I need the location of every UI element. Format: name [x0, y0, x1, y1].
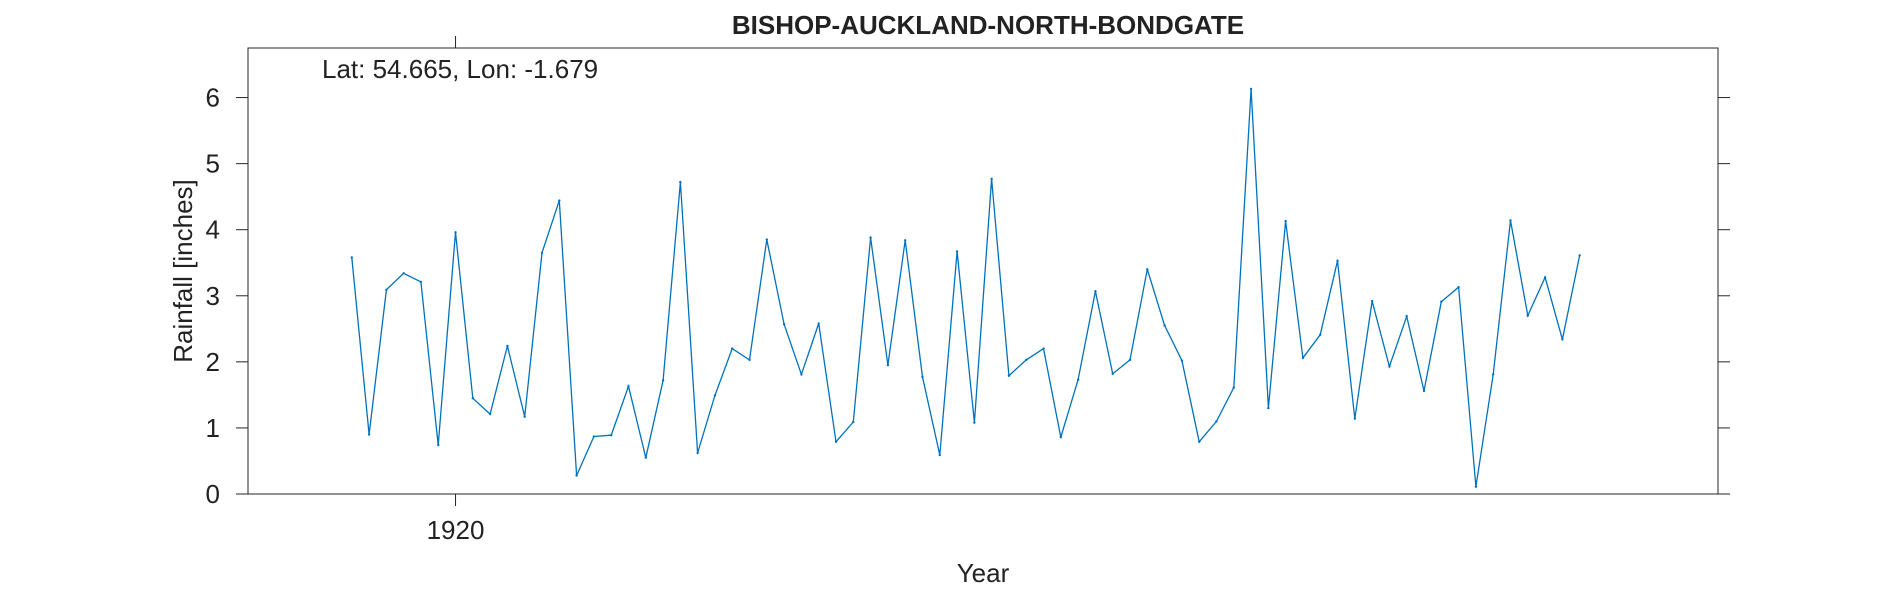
data-point	[1042, 347, 1045, 350]
data-point	[1578, 254, 1581, 257]
y-tick-label: 2	[206, 347, 220, 377]
data-point	[437, 443, 440, 447]
data-point	[609, 433, 613, 437]
x-tick-label: 1920	[427, 515, 485, 545]
data-point	[506, 344, 509, 348]
rainfall-series-line	[351, 88, 1581, 487]
data-points	[350, 87, 1581, 488]
x-axis-label: Year	[957, 558, 1010, 588]
data-point	[731, 347, 734, 350]
data-point	[921, 375, 924, 379]
data-point	[1146, 268, 1149, 271]
data-point	[852, 420, 855, 424]
data-point	[886, 363, 890, 367]
chart-title: BISHOP-AUCKLAND-NORTH-BONDGATE	[732, 10, 1244, 40]
data-point	[748, 358, 751, 362]
data-point	[540, 251, 544, 255]
data-point	[558, 199, 561, 202]
data-point	[402, 272, 405, 275]
data-point	[782, 322, 786, 326]
data-point	[350, 256, 353, 259]
data-point	[903, 239, 907, 242]
data-point	[385, 288, 388, 292]
data-point	[955, 250, 959, 253]
data-point	[1197, 440, 1201, 444]
data-point	[1457, 285, 1460, 289]
axes-ticks	[236, 36, 1730, 506]
data-point	[765, 238, 769, 241]
data-point	[1353, 417, 1357, 420]
data-point	[1094, 289, 1097, 293]
data-point	[1422, 389, 1426, 393]
y-tick-label: 6	[206, 83, 220, 113]
data-point	[1076, 378, 1080, 381]
data-point	[1163, 324, 1166, 327]
data-point	[1284, 219, 1287, 223]
data-point	[1180, 359, 1184, 362]
y-tick-label: 3	[206, 281, 220, 311]
tick-labels: 0 1 2 3 4 5 6 1920	[206, 83, 485, 545]
y-axis-label: Rainfall [inches]	[168, 179, 198, 363]
y-tick-label: 5	[206, 149, 220, 179]
data-point	[696, 451, 699, 455]
data-point	[644, 456, 647, 459]
data-point	[454, 231, 457, 234]
data-point	[592, 435, 596, 438]
data-point	[817, 322, 820, 325]
data-point	[367, 433, 371, 436]
data-point	[1526, 314, 1529, 317]
data-point	[627, 385, 630, 388]
data-point	[1249, 87, 1253, 91]
y-tick-label: 1	[206, 413, 220, 443]
data-point	[1405, 315, 1408, 318]
data-point	[713, 394, 717, 397]
data-point	[1543, 276, 1547, 279]
data-point	[1007, 374, 1011, 377]
data-point	[523, 415, 526, 418]
data-point	[488, 412, 492, 416]
data-point	[1440, 300, 1443, 303]
data-point	[575, 474, 578, 477]
data-point	[1111, 372, 1114, 375]
data-point	[1059, 435, 1063, 439]
data-point	[1128, 358, 1132, 362]
data-point	[1370, 299, 1374, 303]
data-point	[1025, 358, 1028, 362]
data-point	[1388, 365, 1391, 368]
data-point	[1336, 259, 1339, 262]
data-point	[1474, 485, 1478, 488]
y-tick-label: 0	[206, 479, 220, 509]
data-point	[1509, 219, 1512, 222]
data-point	[869, 236, 872, 239]
data-point	[1319, 333, 1322, 336]
data-point	[471, 396, 475, 400]
data-point	[1232, 386, 1235, 389]
data-point	[1301, 356, 1305, 360]
data-point	[1491, 373, 1495, 376]
data-point	[419, 280, 423, 284]
location-annotation: Lat: 54.665, Lon: -1.679	[322, 54, 598, 84]
data-point	[1267, 406, 1270, 410]
data-point	[800, 373, 803, 376]
data-point	[1561, 338, 1564, 341]
data-point	[661, 379, 665, 382]
data-point	[834, 440, 838, 444]
data-point	[938, 453, 941, 457]
data-point	[973, 421, 976, 424]
data-point	[990, 177, 993, 181]
y-tick-label: 4	[206, 215, 220, 245]
data-point	[1215, 420, 1218, 423]
plot-area	[247, 47, 1719, 495]
data-point	[679, 180, 682, 184]
